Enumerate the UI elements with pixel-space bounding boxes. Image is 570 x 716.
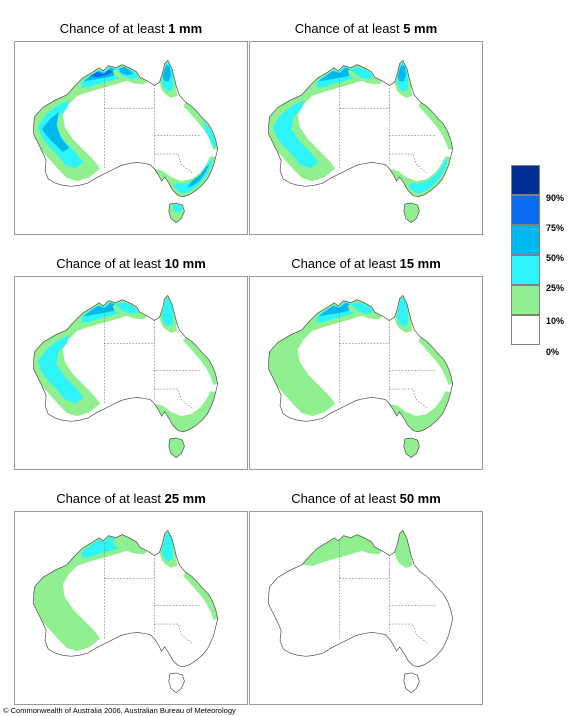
legend-swatch-25 — [511, 255, 540, 285]
rain-area-western-1 — [33, 553, 101, 652]
rain-area-western-1 — [268, 83, 336, 182]
rain-area-cape_york-1 — [394, 530, 413, 568]
rain-area-tasmania-1 — [403, 202, 420, 223]
rain-area-top_end-1 — [347, 535, 384, 555]
panel-title-50mm: Chance of at least 50 mm — [291, 491, 441, 506]
legend-label-25: 25% — [546, 283, 565, 293]
tasmania-coastline — [403, 672, 420, 694]
rain-area-north_kimberley-4 — [89, 69, 114, 78]
state-boundary — [154, 388, 192, 409]
state-boundary — [389, 153, 427, 174]
tasmania-coastline — [403, 202, 420, 224]
panel-title-10mm: Chance of at least 10 mm — [56, 256, 206, 271]
rain-area-tasmania-1 — [403, 437, 420, 458]
panel-title-25mm: Chance of at least 25 mm — [56, 491, 206, 506]
rain-area-top_end-2 — [350, 66, 374, 80]
map-panel-1mm — [14, 41, 248, 235]
tasmania-coastline — [403, 437, 420, 459]
map-panel-10mm — [14, 276, 248, 470]
legend-label-90: 90% — [546, 193, 565, 203]
rain-area-cape_york-2 — [161, 297, 173, 327]
map-panel-5mm — [249, 41, 483, 235]
rain-area-top_end-1 — [112, 535, 149, 555]
rain-area-top_end-2 — [115, 301, 139, 315]
probability-legend: 90% 75% 50% 25% 10% 0% — [511, 165, 564, 357]
rain-area-queensland_coast-1 — [418, 102, 453, 150]
rain-area-north_kimberley-3 — [318, 67, 356, 82]
legend-label-75: 75% — [546, 223, 565, 233]
rain-area-western-3 — [41, 112, 69, 152]
copyright-notice: © Commonwealth of Australia 2006, Austra… — [3, 706, 236, 715]
rain-area-cape_york-3 — [397, 64, 406, 82]
rain-area-north_kimberley-3 — [318, 302, 356, 317]
legend-swatch-90 — [511, 165, 540, 195]
rain-area-tasmania-1 — [168, 437, 185, 458]
rain-area-north_kimberley-3 — [83, 302, 121, 317]
rain-area-western-2 — [272, 100, 319, 169]
map-panel-50mm — [249, 511, 483, 705]
rain-area-queensland_coast-1 — [418, 337, 453, 385]
rain-area-western-1 — [268, 318, 336, 417]
tasmania-coastline — [168, 672, 185, 694]
australia-coastline — [268, 294, 454, 433]
legend-swatch-50 — [511, 225, 540, 255]
rain-area-western-2 — [37, 335, 84, 404]
tasmania-coastline — [168, 437, 185, 459]
legend-swatch-10 — [511, 285, 540, 315]
legend-label-50: 50% — [546, 253, 565, 263]
rain-area-southeast-2 — [408, 158, 448, 194]
panel-title-1mm: Chance of at least 1 mm — [59, 21, 203, 36]
rain-area-southeast-3 — [187, 164, 210, 188]
rain-area-top_end-2 — [350, 301, 374, 315]
rain-area-tasmania-2 — [171, 204, 183, 213]
rain-area-top_end-3 — [118, 66, 134, 76]
rain-area-western-1 — [33, 83, 101, 182]
panel-title-15mm: Chance of at least 15 mm — [291, 256, 441, 271]
rain-area-southeast-2 — [173, 158, 213, 194]
legend-swatch-0 — [511, 315, 540, 345]
state-boundary — [154, 623, 192, 644]
australia-coastline — [33, 529, 219, 668]
australia-coastline — [268, 59, 454, 198]
australia-coastline — [268, 529, 454, 668]
rain-area-queensland_coast-1 — [183, 102, 218, 150]
rain-area-queensland_coast-2 — [202, 120, 217, 148]
legend-label-10: 10% — [546, 316, 565, 326]
state-boundary — [154, 153, 192, 174]
state-boundary — [389, 388, 427, 409]
rain-area-cape_york-2 — [161, 532, 173, 562]
rain-area-cape_york-3 — [162, 64, 171, 82]
legend-swatch-75 — [511, 195, 540, 225]
legend-label-0: 0% — [546, 347, 560, 357]
australia-coastline — [33, 294, 219, 433]
panel-title-5mm: Chance of at least 5 mm — [294, 21, 438, 36]
map-panel-15mm — [249, 276, 483, 470]
rain-area-western-1 — [33, 318, 101, 417]
rain-area-cape_york-2 — [396, 297, 408, 327]
tasmania-coastline — [168, 202, 185, 224]
rain-area-queensland_coast-1 — [183, 337, 218, 385]
australia-coastline — [33, 59, 219, 198]
rain-area-queensland_coast-1 — [183, 572, 218, 620]
map-panel-25mm — [14, 511, 248, 705]
state-boundary — [389, 623, 427, 644]
rain-area-western-2 — [37, 100, 84, 169]
